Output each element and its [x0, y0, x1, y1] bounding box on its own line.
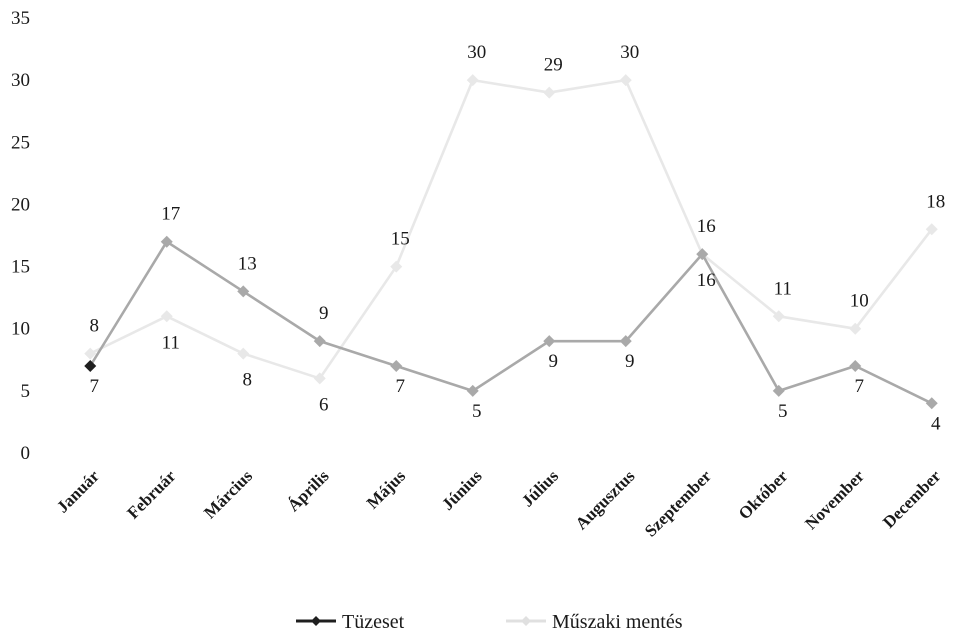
- y-tick-label: 0: [21, 443, 31, 464]
- series-marker: [390, 260, 403, 273]
- series-marker: [543, 86, 556, 99]
- data-label: 7: [396, 376, 406, 397]
- series-marker: [466, 74, 479, 87]
- x-category-label: December: [879, 466, 945, 532]
- series-marker: [313, 335, 326, 348]
- y-tick-label: 20: [11, 194, 30, 215]
- x-category-label: Március: [200, 466, 256, 522]
- x-category-label: Február: [123, 466, 179, 522]
- series-marker: [619, 335, 632, 348]
- series-marker: [619, 74, 632, 87]
- legend-swatch-marker: [311, 616, 321, 626]
- y-tick-label: 10: [11, 319, 30, 340]
- series-marker: [466, 384, 479, 397]
- series-marker: [237, 285, 250, 298]
- data-label: 9: [625, 351, 635, 372]
- data-label: 29: [544, 55, 563, 76]
- series-marker: [543, 335, 556, 348]
- data-label: 11: [162, 332, 180, 353]
- data-label: 4: [931, 413, 941, 434]
- x-category-label: Október: [735, 466, 792, 523]
- series-marker: [925, 397, 938, 410]
- data-label: 8: [243, 370, 253, 391]
- data-label: 30: [620, 42, 639, 63]
- series-marker: [160, 235, 173, 248]
- legend: Tüzeset Műszaki mentés: [296, 611, 683, 633]
- series-marker: [772, 384, 785, 397]
- series-marker: [84, 347, 97, 360]
- x-category-label: Június: [438, 466, 486, 514]
- x-category-label: Augusztus: [572, 466, 639, 533]
- data-label: 30: [467, 42, 486, 63]
- data-label: 7: [90, 376, 100, 397]
- y-tick-label: 5: [21, 381, 31, 402]
- data-label: 11: [774, 278, 792, 299]
- data-label: 18: [926, 191, 945, 212]
- x-category-label: Január: [53, 466, 103, 516]
- data-label: 5: [778, 401, 788, 422]
- data-label: 8: [90, 316, 100, 337]
- x-axis: Január Február Március Április Május Június Jú…: [53, 466, 945, 541]
- x-category-label: November: [801, 466, 868, 533]
- legend-entry: Műszaki mentés: [552, 611, 683, 633]
- series-marker: [849, 360, 862, 372]
- y-tick-label: 25: [11, 132, 30, 153]
- data-label: 16: [697, 270, 716, 291]
- data-label: 9: [319, 303, 329, 324]
- series-marker: [849, 322, 862, 335]
- data-label: 13: [238, 253, 257, 274]
- series-marker: [772, 310, 785, 323]
- legend-entry: Tüzeset: [342, 611, 405, 633]
- data-label: 16: [697, 216, 716, 237]
- y-tick-label: 30: [11, 70, 30, 91]
- data-label: 5: [472, 401, 482, 422]
- series-line: [89, 240, 933, 405]
- series-marker: [925, 223, 938, 236]
- legend-swatch-marker: [521, 616, 531, 626]
- series-marker: [696, 248, 709, 261]
- series-marker: [84, 360, 97, 372]
- series-marker: [160, 310, 173, 323]
- data-label: 9: [549, 351, 559, 372]
- y-axis: 0 5 10 15 20 25 30 35: [11, 8, 30, 464]
- data-label: 15: [391, 229, 410, 250]
- x-category-label: Szeptember: [641, 466, 716, 541]
- data-label: 6: [319, 394, 329, 415]
- data-labels: 7 17 13 9 7 5 9 9 16 5 7 4 8 11 8 6 15 30 29 30 16 11 10 18: [90, 42, 946, 434]
- series-marker: [390, 360, 403, 372]
- y-tick-label: 35: [11, 8, 30, 29]
- series-marker: [237, 347, 250, 360]
- data-label: 17: [161, 204, 180, 225]
- x-category-label: Május: [363, 466, 409, 512]
- series-line: [89, 78, 933, 380]
- y-tick-label: 15: [11, 257, 30, 278]
- series-layer: [84, 74, 938, 410]
- x-category-label: Július: [518, 466, 562, 510]
- series-marker: [313, 372, 326, 385]
- data-label: 7: [855, 376, 865, 397]
- x-category-label: Április: [284, 466, 333, 515]
- data-label: 10: [850, 291, 869, 312]
